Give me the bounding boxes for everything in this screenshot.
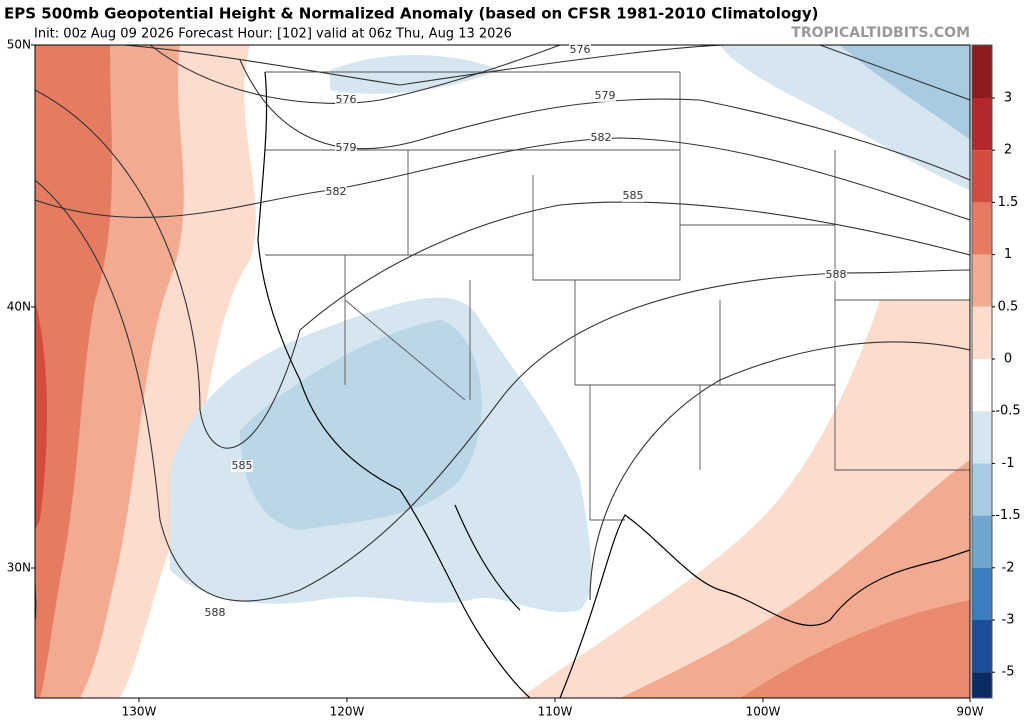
colorbar-segment bbox=[972, 411, 992, 464]
contour-label: 576 bbox=[336, 93, 357, 106]
colorbar-segment bbox=[972, 567, 992, 620]
colorbar-label: -5 bbox=[1002, 665, 1015, 680]
contour-label-bg bbox=[569, 44, 591, 56]
colorbar-label: 1 bbox=[1004, 247, 1012, 262]
source: TROPICALTIDBITS.COM bbox=[791, 25, 970, 41]
contour-label: 588 bbox=[826, 268, 847, 281]
colorbar-segment bbox=[972, 98, 992, 151]
colorbar-segment bbox=[972, 306, 992, 359]
colorbar-label: -2 bbox=[1002, 560, 1015, 575]
colorbar-label: -1 bbox=[1002, 456, 1015, 471]
colorbar-label: 1.5 bbox=[998, 195, 1019, 210]
contour-label: 579 bbox=[336, 141, 357, 154]
contour-label-bg bbox=[622, 190, 644, 202]
colorbar-label: 0 bbox=[1004, 352, 1012, 367]
colorbar-segment bbox=[972, 202, 992, 255]
colorbar-segment bbox=[972, 463, 992, 516]
lon-label: 100W bbox=[746, 705, 781, 719]
colorbar-label: 0.5 bbox=[998, 299, 1019, 314]
contour-label: 585 bbox=[232, 459, 253, 472]
lon-label: 110W bbox=[538, 705, 573, 719]
colorbar-label: -1.5 bbox=[995, 508, 1020, 523]
colorbar-segment bbox=[972, 45, 992, 98]
map-area bbox=[34, 44, 971, 699]
lat-label: 50N bbox=[7, 38, 31, 52]
colorbar-segment bbox=[972, 515, 992, 568]
contour-label-bg bbox=[594, 90, 616, 102]
lon-label: 90W bbox=[956, 705, 983, 719]
contour-label: 585 bbox=[623, 189, 644, 202]
colorbar-label: -0.5 bbox=[995, 404, 1020, 419]
contour-label: 582 bbox=[326, 185, 347, 198]
contour-label: 588 bbox=[205, 606, 226, 619]
subtitle: Init: 00z Aug 09 2026 Forecast Hour: [10… bbox=[34, 27, 512, 42]
contour-label-bg bbox=[335, 142, 357, 154]
colorbar-frame bbox=[971, 44, 993, 699]
contour-label: 576 bbox=[570, 43, 591, 56]
contour-label: 582 bbox=[591, 131, 612, 144]
contour-label-bg bbox=[231, 460, 253, 472]
contour-label-bg bbox=[325, 186, 347, 198]
lat-label: 30N bbox=[7, 561, 31, 575]
colorbar-segment bbox=[972, 150, 992, 203]
colorbar-segment bbox=[972, 359, 992, 412]
contour-label-bg bbox=[204, 607, 226, 619]
contour-label-bg bbox=[590, 132, 612, 144]
lat-label: 40N bbox=[7, 300, 31, 314]
contour-label-bg bbox=[825, 269, 847, 281]
colorbar-label: 3 bbox=[1004, 91, 1012, 106]
colorbar-label: 2 bbox=[1004, 143, 1012, 158]
colorbar-segment bbox=[972, 620, 992, 673]
colorbar-label: -3 bbox=[1002, 613, 1015, 628]
lon-label: 130W bbox=[122, 705, 157, 719]
colorbar-segment bbox=[972, 254, 992, 307]
title: EPS 500mb Geopotential Height & Normaliz… bbox=[4, 5, 819, 23]
contour-label-bg bbox=[335, 94, 357, 106]
contour-label: 579 bbox=[595, 89, 616, 102]
lon-label: 120W bbox=[330, 705, 365, 719]
colorbar-segment bbox=[972, 672, 992, 698]
